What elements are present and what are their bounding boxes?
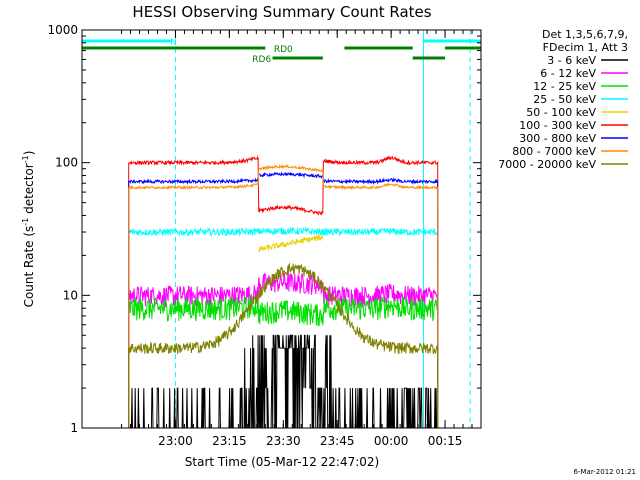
- x-tick-label: 00:00: [374, 434, 409, 448]
- x-tick-label: 23:30: [266, 434, 301, 448]
- y-tick-label: 100: [55, 156, 78, 170]
- legend-entry-label: 3 - 6 keV: [547, 54, 596, 67]
- legend-entry-label: 100 - 300 keV: [519, 119, 596, 132]
- legend-entry-label: 300 - 800 keV: [519, 132, 596, 145]
- legend-entry-label: 12 - 25 keV: [533, 80, 596, 93]
- legend-entry-label: 25 - 50 keV: [533, 93, 596, 106]
- y-tick-label: 10: [63, 288, 78, 302]
- x-tick-label: 23:00: [158, 434, 193, 448]
- legend-entry-label: 800 - 7000 keV: [512, 145, 596, 158]
- series-line-7: [128, 163, 439, 429]
- x-tick-label: 23:45: [320, 434, 355, 448]
- x-tick-label: 00:15: [428, 434, 463, 448]
- legend-entry-label: 6 - 12 keV: [540, 67, 596, 80]
- legend-entry-label: 50 - 100 keV: [526, 106, 596, 119]
- x-tick-label: 23:15: [212, 434, 247, 448]
- y-tick-label: 1000: [47, 23, 78, 37]
- attenuator-bar-label: N: [170, 38, 177, 48]
- attenuator-bar-label: RD0: [274, 45, 293, 55]
- series-line-3: [128, 226, 439, 429]
- legend-header-line-2: FDecim 1, Att 3: [543, 41, 628, 54]
- series-line-6: [128, 171, 439, 429]
- x-axis-label: Start Time (05-Mar-12 22:47:02): [185, 455, 379, 469]
- legend-entry-label: 7000 - 20000 keV: [498, 158, 596, 171]
- x-axis: 23:00 23:15 23:30 23:45 00:00 00:15: [121, 30, 482, 448]
- y-axis-label: Count Rate (s-1 detector-1): [21, 151, 36, 308]
- timestamp: 6-Mar-2012 01:21: [574, 468, 636, 476]
- legend-header-line-1: Det 1,3,5,6,7,9,: [542, 28, 628, 41]
- plot-frame: [81, 29, 482, 429]
- series-line-4: [258, 233, 324, 253]
- attenuator-bar-label: RD6: [252, 55, 271, 65]
- series-line-5: [128, 155, 439, 429]
- chart-title: HESSI Observing Summary Count Rates: [132, 3, 431, 21]
- y-tick-label: 1: [70, 421, 78, 435]
- series-line-2: [128, 294, 439, 429]
- y-axis: 1 10 100 1000: [47, 23, 481, 435]
- series-line-1: [128, 272, 439, 429]
- legend: Det 1,3,5,6,7,9, FDecim 1, Att 3 3 - 6 k…: [498, 28, 628, 171]
- series-line-8: [128, 262, 439, 429]
